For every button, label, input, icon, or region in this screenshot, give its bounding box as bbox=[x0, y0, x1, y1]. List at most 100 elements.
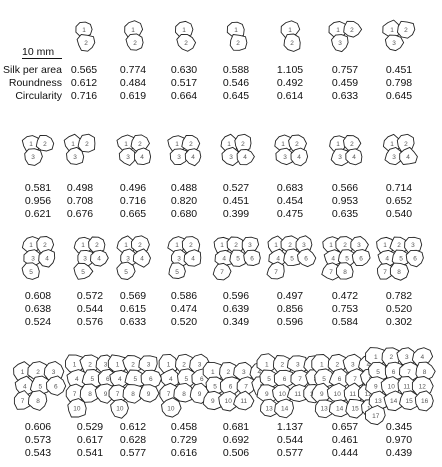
cell-label: 10 bbox=[167, 406, 175, 413]
roundness-value: 0.692 bbox=[222, 434, 250, 446]
cell-label: 13 bbox=[320, 406, 328, 413]
circularity-value: 0.680 bbox=[170, 208, 198, 220]
cell-outline bbox=[79, 383, 102, 403]
cell-label: 2 bbox=[43, 141, 47, 148]
cell-label: 5 bbox=[29, 269, 33, 276]
cluster-r3-c8: 1 2 3 4 5 6 7 8 bbox=[376, 236, 424, 281]
cell-outline bbox=[220, 376, 241, 397]
cell-label: 8 bbox=[131, 391, 135, 398]
roundness-value: 0.628 bbox=[119, 434, 147, 446]
cell-outline bbox=[218, 390, 239, 412]
silk-value: 0.572 bbox=[76, 290, 104, 302]
cell-label: 5 bbox=[81, 269, 85, 276]
cell-outline bbox=[118, 147, 137, 167]
circularity-value: 0.577 bbox=[119, 447, 147, 459]
cell-label: 5 bbox=[290, 256, 294, 263]
silk-value: 0.606 bbox=[24, 421, 52, 433]
cell-label: 1 bbox=[175, 242, 179, 249]
cell-label: 4 bbox=[366, 361, 370, 368]
silk-value: 0.586 bbox=[170, 290, 198, 302]
cell-label: 7 bbox=[329, 269, 333, 276]
cell-label: 5 bbox=[134, 376, 138, 383]
cell-outline bbox=[274, 398, 294, 419]
silk-value: 0.630 bbox=[170, 64, 198, 76]
cell-outline bbox=[377, 249, 398, 267]
cell-outline bbox=[202, 390, 222, 411]
silk-value: 1.105 bbox=[276, 64, 304, 76]
cell-outline bbox=[67, 398, 87, 418]
cluster-r3-c1: 1 2 3 4 5 bbox=[21, 236, 56, 280]
cell-label: 5 bbox=[185, 376, 189, 383]
roundness-value: 0.484 bbox=[119, 77, 147, 89]
cell-label: 1 bbox=[29, 242, 33, 249]
roundness-value: 0.953 bbox=[331, 195, 359, 207]
cell-label: 1 bbox=[383, 242, 387, 249]
cell-outline bbox=[221, 146, 241, 167]
cell-label: 3 bbox=[104, 361, 108, 368]
cell-label: 2 bbox=[288, 242, 292, 249]
cell-label: 2 bbox=[404, 27, 408, 34]
cell-label: 1 bbox=[390, 141, 394, 148]
cluster-r1-c3: 12 bbox=[175, 20, 197, 52]
silk-value: 0.569 bbox=[119, 290, 147, 302]
cell-label: 2 bbox=[241, 141, 245, 148]
cell-outline bbox=[116, 261, 136, 280]
silk-value: 0.782 bbox=[385, 290, 413, 302]
cell-label: 1 bbox=[211, 369, 215, 376]
cell-label: 4 bbox=[191, 154, 195, 161]
cell-label: 1 bbox=[227, 141, 231, 148]
cell-label: 2 bbox=[88, 361, 92, 368]
cell-label: 2 bbox=[280, 361, 284, 368]
roundness-value: 0.798 bbox=[385, 77, 413, 89]
cell-outline bbox=[243, 249, 261, 266]
silk-value: 0.657 bbox=[331, 421, 359, 433]
cell-label: 5 bbox=[399, 256, 403, 263]
cell-outline bbox=[286, 384, 308, 402]
circularity-value: 0.633 bbox=[331, 90, 359, 102]
silk-value: 0.529 bbox=[76, 421, 104, 433]
cell-label: 3 bbox=[177, 256, 181, 263]
cell-outline bbox=[76, 34, 96, 52]
silk-value: 1.137 bbox=[276, 421, 304, 433]
circularity-value: 0.584 bbox=[331, 316, 359, 328]
cell-label: 4 bbox=[75, 376, 79, 383]
roundness-value: 0.708 bbox=[66, 195, 94, 207]
cell-outline bbox=[169, 148, 189, 165]
cell-label: 3 bbox=[296, 361, 300, 368]
cell-label: 6 bbox=[392, 369, 396, 376]
cell-outline bbox=[364, 405, 386, 426]
cell-outline bbox=[184, 148, 202, 167]
circularity-value: 0.665 bbox=[119, 208, 147, 220]
cell-outline bbox=[266, 261, 285, 280]
cell-label: 7 bbox=[244, 384, 248, 391]
cell-outline bbox=[212, 262, 232, 281]
cell-label: 4 bbox=[331, 256, 335, 263]
circularity-value: 0.540 bbox=[385, 208, 413, 220]
cell-label: 7 bbox=[21, 398, 25, 405]
cell-label: 10 bbox=[388, 384, 396, 391]
roundness-value: 0.639 bbox=[222, 303, 250, 315]
cell-label: 5 bbox=[236, 256, 240, 263]
silk-value: 0.496 bbox=[119, 182, 147, 194]
cell-label: 3 bbox=[242, 369, 246, 376]
cell-label: 7 bbox=[220, 269, 224, 276]
cell-label: 13 bbox=[374, 398, 382, 405]
cell-outline bbox=[66, 146, 85, 165]
cell-outline bbox=[35, 134, 55, 152]
cell-label: 6 bbox=[413, 256, 417, 263]
cell-label: 5 bbox=[267, 376, 271, 383]
cluster-r3-c5: 1 2 3 4 5 6 7 bbox=[212, 236, 261, 281]
cell-label: 12 bbox=[365, 391, 373, 398]
cell-label: 4 bbox=[118, 376, 122, 383]
scale-bar bbox=[22, 58, 62, 59]
cell-label: 2 bbox=[389, 354, 393, 361]
cell-label: 2 bbox=[184, 40, 188, 47]
cell-label: 3 bbox=[229, 154, 233, 161]
cluster-r2-c2: 1 2 3 bbox=[63, 133, 96, 165]
circularity-value: 0.543 bbox=[24, 447, 52, 459]
cell-outline bbox=[328, 399, 351, 418]
roundness-value: 0.459 bbox=[331, 77, 359, 89]
cell-label: 2 bbox=[189, 141, 193, 148]
cell-outline bbox=[336, 262, 354, 280]
